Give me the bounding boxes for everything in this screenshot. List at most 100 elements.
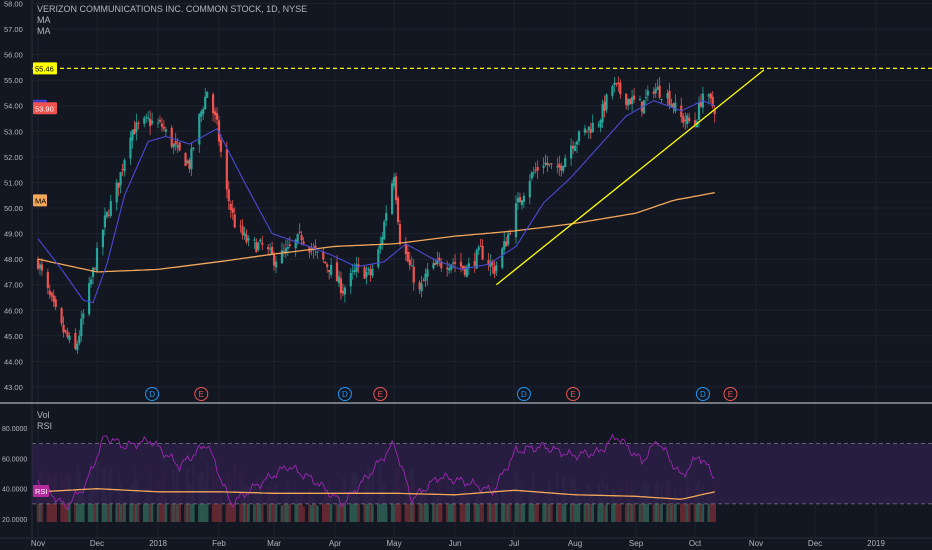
candle-body <box>577 131 581 142</box>
volume-bar <box>681 504 685 522</box>
x-tick-label: Oct <box>689 539 702 548</box>
candle-body <box>239 225 242 227</box>
candle-body <box>465 267 468 277</box>
candle-body <box>294 239 297 249</box>
candle-body <box>434 262 437 265</box>
x-tick-label: Jun <box>449 539 462 548</box>
dividend-marker[interactable]: D <box>145 387 160 401</box>
volume-bar <box>123 500 126 522</box>
earnings-marker[interactable]: E <box>194 387 209 401</box>
candle-body <box>481 246 484 260</box>
candle-body <box>697 102 701 120</box>
candle-body <box>629 98 632 105</box>
volume-bar <box>577 498 581 522</box>
candle-body <box>280 250 284 264</box>
candle-body <box>255 241 258 253</box>
candle-body <box>206 91 209 98</box>
candle-body <box>143 117 146 124</box>
dividend-marker[interactable]: D <box>516 387 531 401</box>
volume-bar <box>709 492 713 522</box>
event-circle <box>723 387 738 401</box>
candle-body <box>615 82 618 84</box>
candle-body <box>546 162 549 166</box>
candle-body <box>119 171 122 186</box>
volume-bar <box>329 499 333 522</box>
volume-bar <box>390 492 394 522</box>
candle-body <box>440 262 443 269</box>
volume-bar <box>105 495 109 522</box>
legend-vol[interactable]: Vol <box>37 410 50 420</box>
candle-body <box>611 86 614 96</box>
earnings-marker[interactable]: E <box>566 387 581 401</box>
x-tick-label: Nov <box>749 539 763 548</box>
volume-bar <box>384 500 388 522</box>
candle-body <box>451 262 455 264</box>
volume-bar <box>589 487 593 522</box>
dividend-marker[interactable]: D <box>695 387 710 401</box>
volume-bar <box>544 501 547 522</box>
candle-body <box>95 247 99 272</box>
candle-body <box>326 264 329 268</box>
rsi-tick-label: 60.0000 <box>2 456 27 463</box>
x-tick-label: 2018 <box>149 539 167 548</box>
candle-body <box>64 330 67 332</box>
candle-body <box>174 141 177 145</box>
candle-body <box>570 145 573 159</box>
x-tick-label: Feb <box>212 539 226 548</box>
candle-body <box>202 109 205 115</box>
candle-body <box>404 243 407 255</box>
legend-rsi[interactable]: RSI <box>37 421 53 431</box>
candle-body <box>479 245 482 247</box>
volume-bar <box>613 490 616 522</box>
volume-bar <box>225 485 229 522</box>
volume-bar <box>508 488 512 522</box>
volume-bar <box>502 488 506 522</box>
candle-body <box>477 247 480 251</box>
candle-body <box>229 203 232 211</box>
earnings-marker[interactable]: E <box>373 387 388 401</box>
ma-long-tag-bg <box>33 194 47 207</box>
candle-body <box>686 115 689 125</box>
volume-bar <box>436 494 439 522</box>
candle-body <box>257 242 260 250</box>
candle-body <box>129 137 132 159</box>
volume-bar <box>693 498 697 522</box>
candle-body <box>335 262 339 282</box>
candle-body <box>381 237 384 245</box>
candle-body <box>62 324 65 333</box>
volume-bar <box>426 504 429 522</box>
candle-body <box>328 269 331 273</box>
last-price-tag-text: 53.90 <box>35 104 54 113</box>
candle-body <box>60 308 63 324</box>
candle-body <box>302 241 305 244</box>
candle-body <box>530 172 533 179</box>
candle-body <box>367 268 370 270</box>
candle-body <box>316 251 319 253</box>
legend-ma-long[interactable]: MA <box>37 26 51 36</box>
candle-body <box>204 96 207 110</box>
x-tick-label: May <box>387 539 402 548</box>
candle-body <box>711 96 714 107</box>
legend-ma-short[interactable]: MA <box>37 15 51 25</box>
dividend-marker[interactable]: D <box>337 387 352 401</box>
rsi-band-fill <box>32 443 932 504</box>
last-price-tag-bg <box>33 102 57 115</box>
candle-body <box>603 101 606 111</box>
candle-body <box>412 266 415 283</box>
event-letter: E <box>199 390 204 399</box>
rsi-tick-label: 40.0000 <box>2 487 27 494</box>
rsi-band <box>32 442 932 505</box>
candle-body <box>176 144 179 148</box>
candle-body <box>562 165 565 171</box>
volume-bar <box>298 492 301 522</box>
volume-bar <box>160 493 164 522</box>
volume-bar <box>506 504 510 522</box>
y-tick-label: 57.00 <box>4 25 23 34</box>
earnings-marker[interactable]: E <box>723 387 738 401</box>
resistance-price-tag-bg <box>33 62 57 75</box>
volume-bar <box>473 503 477 522</box>
x-tick-label: Dec <box>90 539 104 548</box>
